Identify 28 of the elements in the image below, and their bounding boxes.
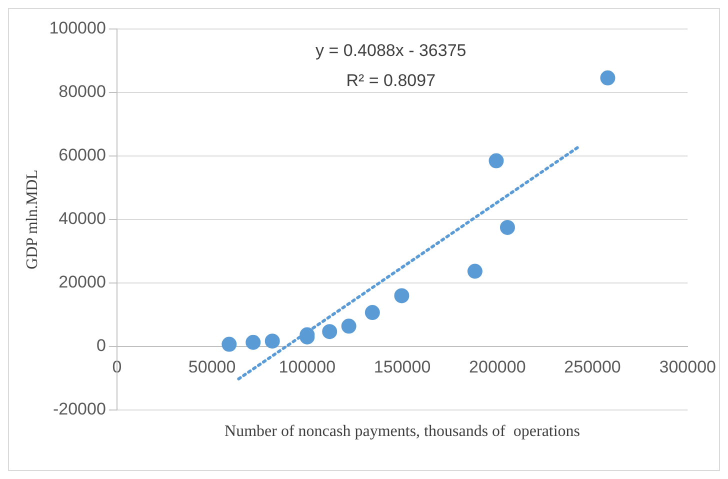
point (364, 305, 380, 320)
point (467, 264, 482, 279)
y-tick-label: 40000 (58, 209, 106, 228)
y-tick-label: 60000 (58, 146, 106, 165)
x-tick-label: 100000 (278, 357, 336, 376)
y-tick-label: -20000 (52, 400, 106, 419)
y-tick-label: 0 (96, 336, 106, 356)
x-tick-label: 200000 (469, 357, 526, 376)
point (246, 334, 261, 350)
y-axis-title: GDP mln.MDL (24, 170, 41, 270)
point (222, 336, 237, 352)
y-tick-label: 100000 (49, 18, 106, 38)
point (394, 288, 410, 304)
x-tick-label: 300000 (659, 357, 716, 376)
x-tick-label: 50000 (188, 357, 236, 376)
annotation: R² = 0.8097 (346, 71, 436, 90)
point (341, 318, 356, 334)
point (264, 334, 280, 349)
point (488, 153, 504, 168)
point (600, 70, 616, 86)
x-tick-label: 250000 (564, 357, 621, 376)
point (322, 324, 338, 340)
x-axis-title: Number of noncash payments, thousands of operations (224, 423, 580, 440)
annotation: y = 0.4088x - 36375 (315, 41, 466, 60)
y-tick-label: 80000 (58, 82, 106, 102)
point (500, 220, 515, 235)
x-tick-label: 150000 (374, 357, 431, 376)
y-tick-label: 20000 (58, 272, 106, 292)
